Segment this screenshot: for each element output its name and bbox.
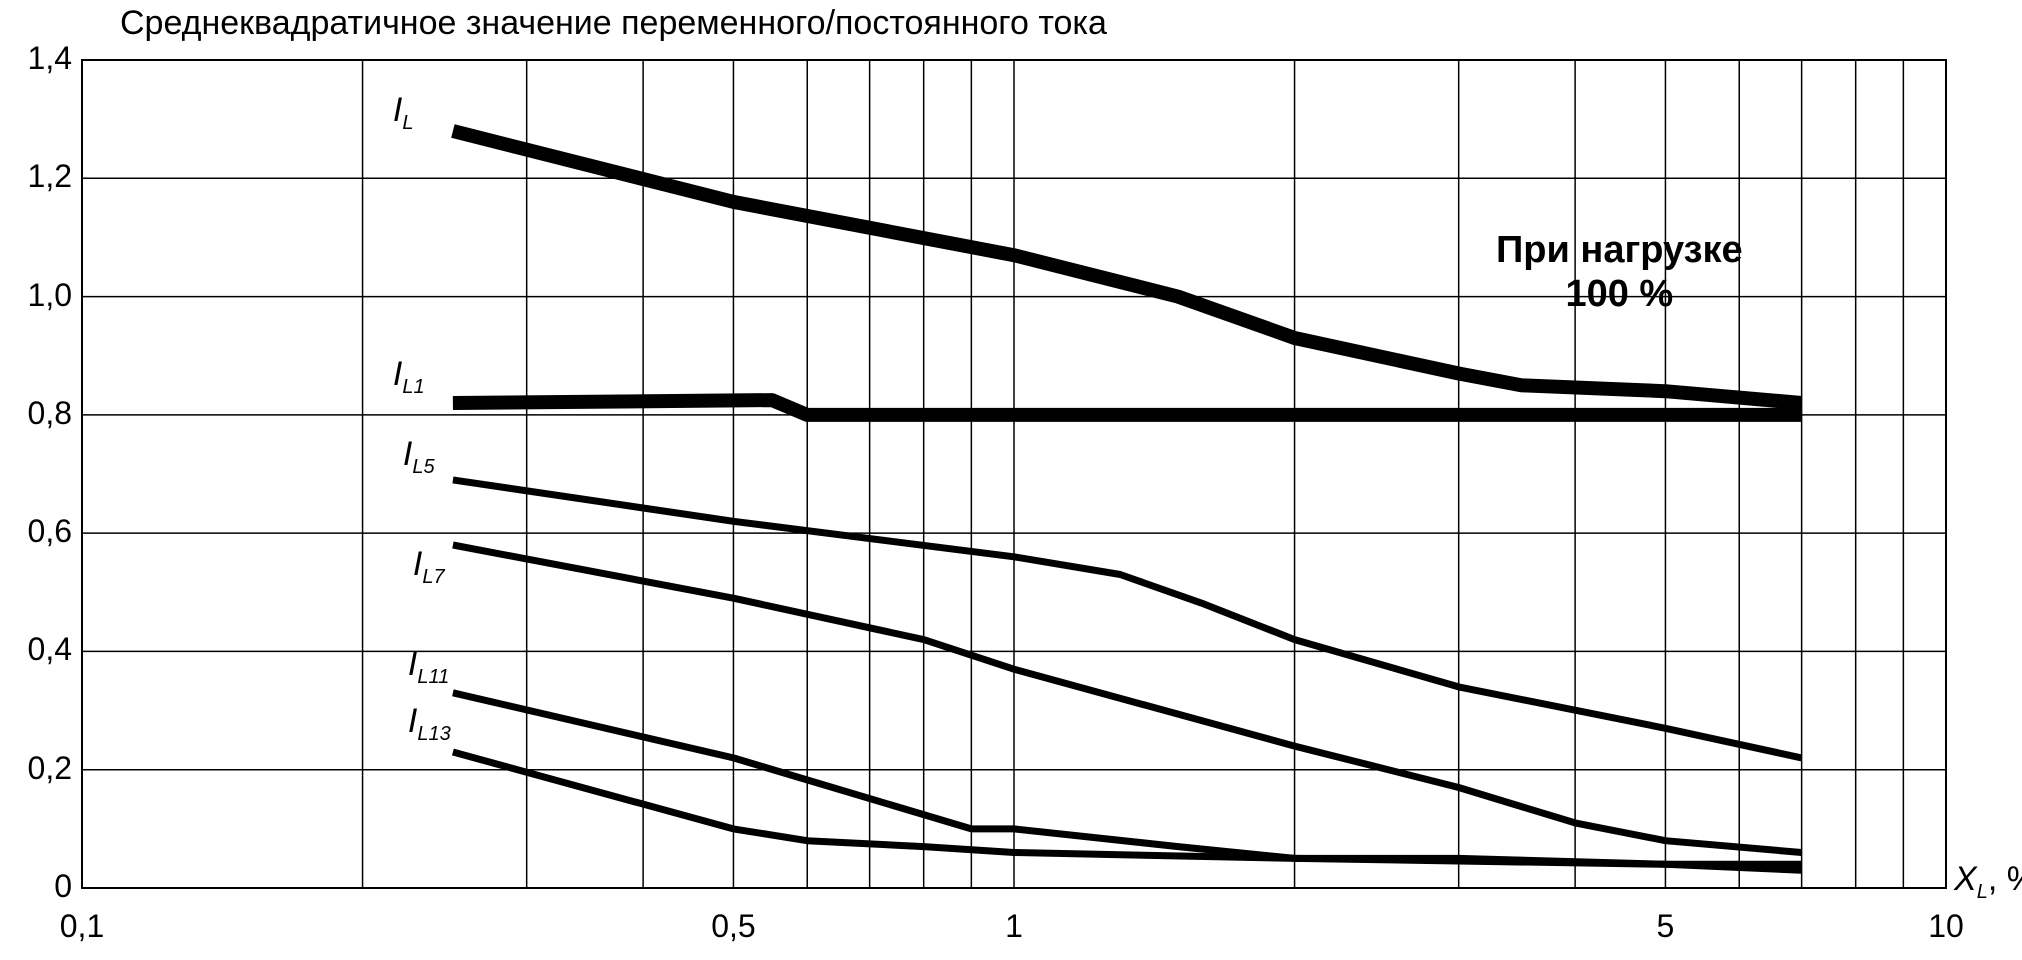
chart-title: Среднеквадратичное значение переменного/… <box>120 4 1107 42</box>
y-tick-label: 0,4 <box>27 631 72 668</box>
x-axis-subscript: L <box>1976 881 1988 903</box>
y-tick-label: 1,4 <box>27 40 72 76</box>
series-line-i-l <box>451 124 1803 410</box>
series-line-i-l7 <box>452 541 1802 856</box>
grid-lines <box>81 59 1947 889</box>
plot-frame <box>81 59 1947 889</box>
series-label-subscript: L7 <box>422 565 445 588</box>
series-label-symbol: I <box>412 544 423 583</box>
series-label-i-l11: IL11 <box>408 645 449 689</box>
series-label-symbol: I <box>392 90 403 129</box>
series-label-subscript: L <box>402 111 414 134</box>
series-label-i-l1: IL1 <box>393 355 425 399</box>
x-tick-label: 5 <box>1656 908 1675 944</box>
series-label-subscript: L1 <box>402 376 425 399</box>
series-label-subscript: L11 <box>417 665 450 688</box>
x-axis-unit: , % <box>1987 860 2022 898</box>
x-axis-symbol: X <box>1954 860 1977 898</box>
x-tick-label: 0,1 <box>59 908 105 944</box>
series-label-i-l: IL <box>393 91 414 135</box>
y-tick-label: 1,2 <box>27 158 72 195</box>
series-label-i-l7: IL7 <box>413 545 445 589</box>
series-label-i-l13: IL13 <box>408 702 451 746</box>
load-annotation-line1: При нагрузке <box>1495 229 1743 272</box>
y-tick-label: 1,0 <box>27 276 72 313</box>
x-tick-label: 1 <box>1005 908 1023 944</box>
series-label-i-l5: IL5 <box>403 435 435 479</box>
x-axis-label: XL, % <box>1954 860 2022 904</box>
series-label-symbol: I <box>407 701 418 740</box>
load-annotation-line2: 100 % <box>1565 273 1674 316</box>
y-tick-label: 0 <box>54 868 72 904</box>
series-label-subscript: L13 <box>417 722 451 745</box>
y-tick-label: 0,8 <box>27 394 72 431</box>
y-tick-label: 0,6 <box>27 513 72 550</box>
series-label-subscript: L5 <box>412 455 435 478</box>
series-line-i-l13 <box>451 748 1802 874</box>
x-tick-label: 0,5 <box>711 908 756 944</box>
series-line-i-l1 <box>452 393 1802 422</box>
series-label-symbol: I <box>392 355 403 394</box>
series-line-i-l5 <box>452 476 1803 762</box>
load-annotation: При нагрузке 100 % <box>1469 228 1769 316</box>
y-tick-label: 0,2 <box>27 749 72 786</box>
x-tick-label: 10 <box>1928 908 1964 944</box>
series-label-symbol: I <box>407 644 418 683</box>
series-label-symbol: I <box>402 434 413 473</box>
series-lines <box>451 124 1803 874</box>
